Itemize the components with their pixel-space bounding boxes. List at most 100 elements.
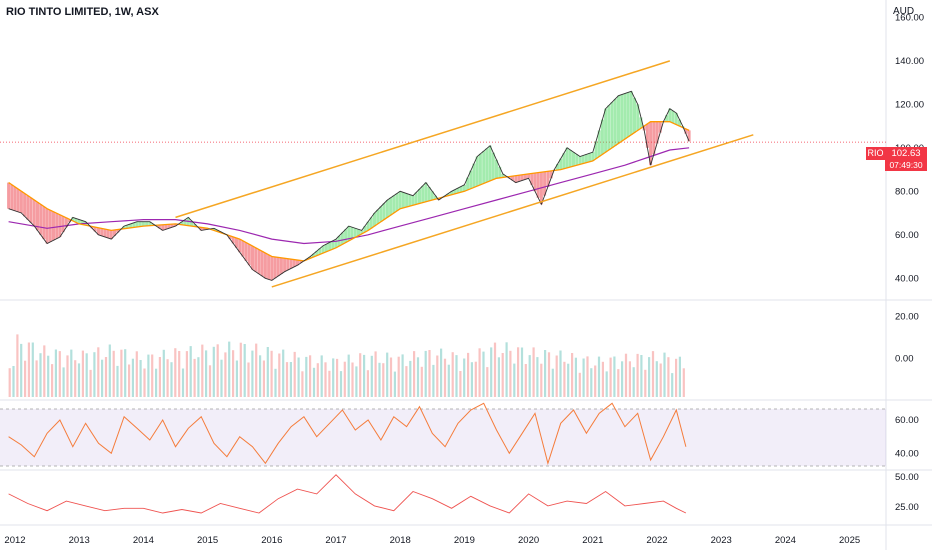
volume-bar [547, 352, 551, 397]
volume-bar [551, 368, 554, 397]
volume-bar [628, 361, 631, 397]
volume-bar [366, 370, 369, 397]
volume-bar [621, 361, 624, 397]
volume-bar [455, 355, 458, 397]
volume-bar [428, 350, 431, 397]
volume-bar [43, 345, 46, 397]
volume-bar [640, 355, 643, 397]
volume-bar [617, 369, 620, 397]
time-axis-label: 2012 [4, 535, 25, 546]
price-tick-label: 140.00 [895, 56, 924, 67]
volume-bar [651, 351, 655, 397]
volume-bar [97, 347, 100, 397]
volume-bar [413, 351, 416, 397]
time-axis-label: 2019 [454, 535, 475, 546]
volume-bar [355, 366, 358, 397]
volume-bar [247, 362, 250, 397]
volume-bar [274, 368, 277, 397]
volume-bar [178, 351, 181, 397]
volume-bar [54, 349, 57, 397]
volume-bar [432, 364, 435, 397]
volume-bar [336, 358, 339, 397]
volume-bar [232, 350, 235, 397]
volume-bar [493, 342, 497, 397]
volume-bar [678, 356, 681, 397]
time-axis-label: 2022 [646, 535, 667, 546]
time-axis-label: 2016 [261, 535, 282, 546]
lower-indicator-tick-label: 50.00 [895, 472, 919, 483]
price-tag-countdown: 07:49:30 [885, 160, 927, 171]
volume-bar [27, 342, 30, 397]
chart-title: RIO TINTO LIMITED, 1W, ASX [6, 6, 159, 18]
volume-bar [528, 355, 531, 397]
volume-bar [278, 353, 281, 397]
volume-bar [193, 358, 196, 397]
volume-bar [559, 350, 562, 397]
orange-moving-average [8, 121, 690, 262]
volume-bar [443, 358, 447, 397]
volume-bar [667, 357, 670, 397]
oscillator-tick-label: 40.00 [895, 448, 919, 459]
volume-bar [332, 358, 335, 397]
volume-bar [374, 351, 377, 397]
volume-bar [228, 341, 231, 397]
volume-bar [659, 363, 662, 397]
volume-bar [594, 365, 597, 397]
volume-bar [124, 349, 127, 397]
volume-bar [139, 360, 142, 397]
volume-bar [578, 372, 581, 397]
volume-bar [567, 363, 570, 397]
time-axis-label: 2017 [325, 535, 346, 546]
volume-bar [101, 359, 104, 397]
volume-bar [239, 342, 242, 397]
volume-bar [155, 368, 158, 397]
volume-bar [513, 363, 516, 397]
volume-bar [436, 355, 439, 397]
volume-bar [85, 353, 88, 397]
volume-bar [143, 368, 146, 397]
volume-bar [447, 364, 450, 397]
volume-bar [270, 350, 273, 397]
time-axis-label: 2013 [69, 535, 90, 546]
volume-bar [440, 348, 443, 397]
purple-moving-average [8, 147, 690, 245]
volume-bar [675, 358, 678, 397]
volume-bar [104, 357, 108, 397]
time-axis-label: 2018 [390, 535, 411, 546]
volume-bar [409, 360, 412, 397]
volume-bar [351, 362, 354, 397]
volume-bar [324, 362, 327, 397]
volume-bar [224, 352, 227, 397]
volume-bar [170, 362, 173, 397]
volume-bar [282, 349, 285, 397]
volume-bar [401, 354, 404, 397]
volume-bar [116, 365, 119, 397]
volume-bar [517, 347, 520, 397]
volume-bar [497, 357, 500, 397]
volume-bar [520, 347, 524, 397]
volume-bar [671, 373, 674, 397]
volume-tick-label: 20.00 [895, 312, 919, 323]
oscillator-band [0, 409, 886, 466]
volume-bar [663, 352, 666, 397]
volume-bar [505, 342, 508, 397]
volume-bar [66, 355, 69, 397]
time-axis-label: 2020 [518, 535, 539, 546]
volume-bar [555, 355, 558, 397]
volume-bar [47, 355, 50, 397]
volume-bar [108, 344, 111, 397]
volume-bar [39, 353, 42, 397]
trend-channel-line [271, 134, 754, 288]
volume-bar [451, 352, 454, 397]
lower-indicator-line [8, 474, 687, 514]
volume-bar [501, 353, 504, 397]
volume-bar [89, 369, 92, 397]
volume-bar [682, 368, 685, 397]
volume-bar [293, 351, 296, 397]
volume-bar [201, 344, 204, 397]
volume-bar [632, 367, 635, 397]
volume-bar [532, 347, 535, 397]
volume-bar [289, 362, 292, 397]
